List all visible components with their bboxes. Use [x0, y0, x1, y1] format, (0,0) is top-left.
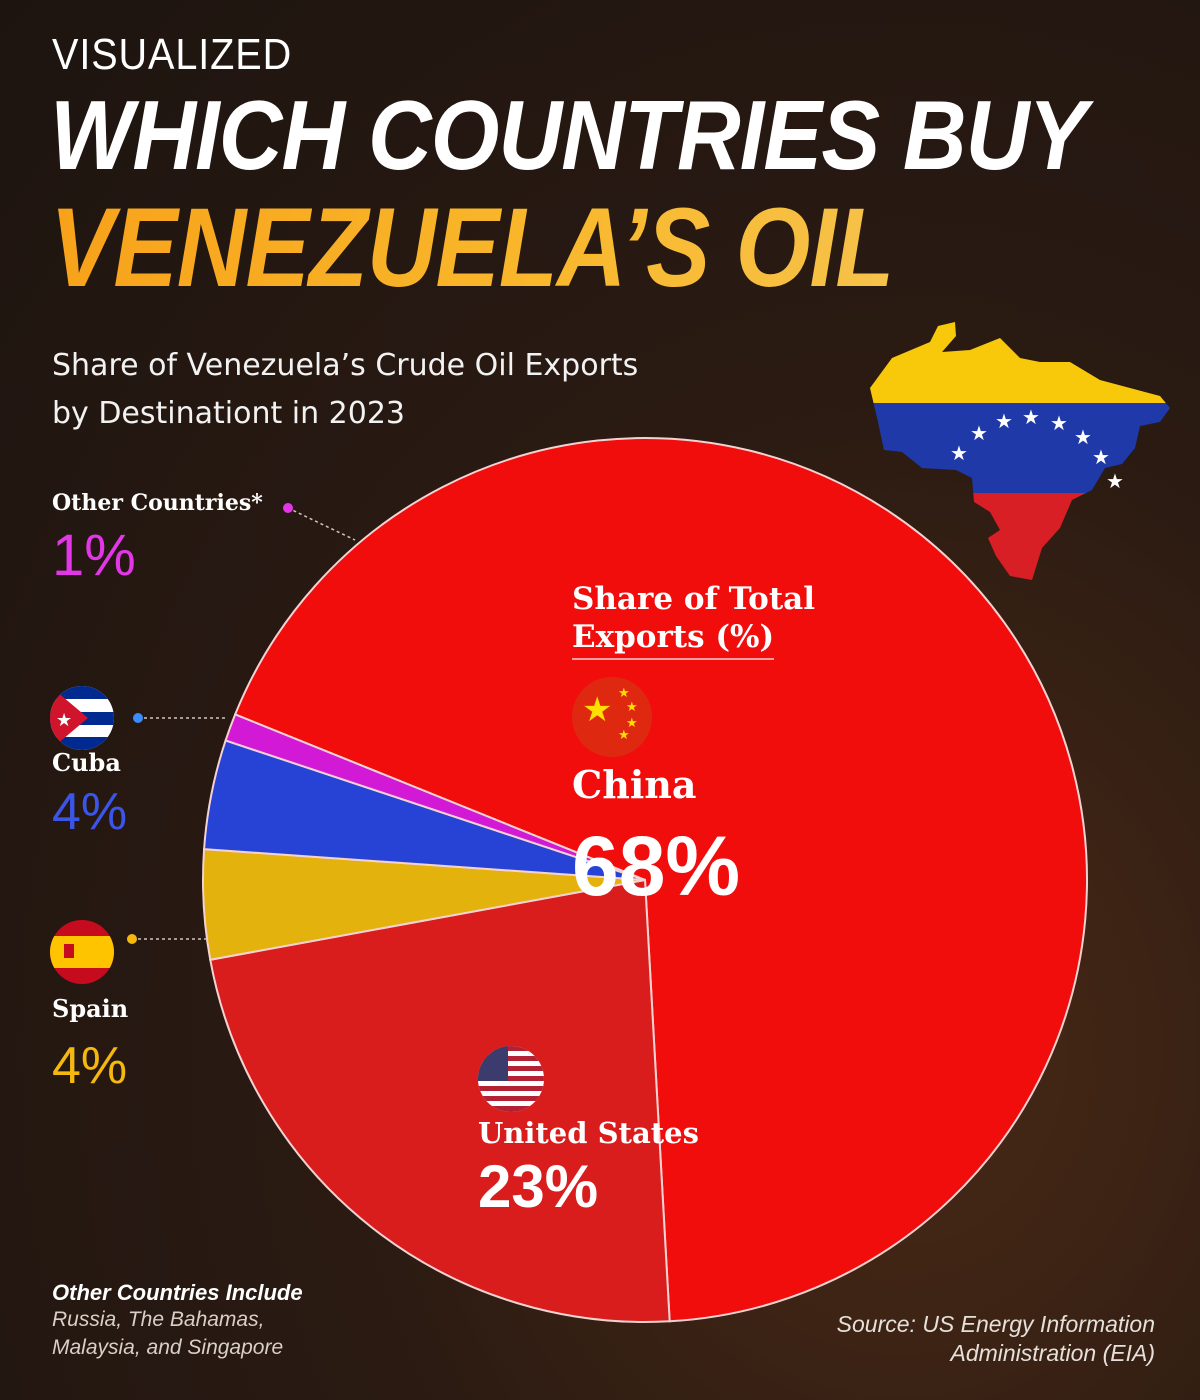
svg-text:★: ★: [56, 710, 72, 731]
source-line-2: Administration (EIA): [950, 1340, 1155, 1366]
china-flag-icon: ★ ★ ★ ★ ★: [572, 677, 652, 757]
slice-united-states: [209, 878, 671, 1323]
slice-china: [233, 436, 1088, 1323]
leader-spain-dot: [127, 934, 137, 944]
footnote-body: Russia, The Bahamas, Malaysia, and Singa…: [52, 1306, 352, 1362]
cuba-label: Cuba: [52, 748, 121, 777]
svg-text:★: ★: [1106, 469, 1124, 493]
svg-text:★: ★: [618, 728, 630, 743]
slice-other-countries: [224, 713, 646, 881]
svg-text:★: ★: [626, 700, 638, 715]
leader-other: [287, 507, 356, 541]
leader-other-dot: [283, 503, 293, 513]
footnote-title: Other Countries Include: [52, 1280, 303, 1305]
svg-text:★: ★: [1074, 425, 1092, 449]
chart-title: Share of Total Exports (%): [572, 580, 832, 660]
title-line-1: WHICH COUNTRIES BUY: [50, 80, 1087, 190]
venezuela-stars: ★ ★ ★ ★ ★ ★ ★ ★: [950, 405, 1124, 493]
source-credit: Source: US Energy Information Administra…: [740, 1310, 1155, 1368]
eyebrow-label: VISUALIZED: [52, 30, 293, 79]
leader-lines: [127, 503, 356, 944]
china-value: 68%: [572, 819, 741, 913]
svg-text:★: ★: [618, 686, 630, 701]
subtitle: Share of Venezuela’s Crude Oil Exports b…: [52, 342, 772, 438]
spain-label: Spain: [52, 994, 129, 1023]
chart-title-line-1: Share of Total: [572, 581, 816, 617]
chart-title-line-2: Exports (%): [572, 618, 775, 660]
svg-text:★: ★: [950, 441, 968, 465]
other-countries-value: 1%: [52, 523, 136, 588]
source-line-1: Source: US Energy Information: [836, 1311, 1155, 1337]
spain-flag-icon: [50, 920, 114, 984]
svg-text:★: ★: [1022, 405, 1040, 429]
china-label: China: [572, 762, 697, 807]
cuba-flag-icon: ★: [50, 686, 114, 750]
leader-cuba-dot: [133, 713, 143, 723]
united-states-value: 23%: [478, 1153, 599, 1220]
subtitle-line-2: by Destinationt in 2023: [52, 396, 406, 431]
svg-text:★: ★: [1050, 411, 1068, 435]
other-countries-label: Other Countries*: [52, 490, 263, 516]
svg-text:★: ★: [626, 716, 638, 731]
svg-text:★: ★: [1092, 445, 1110, 469]
united-states-label: United States: [478, 1116, 699, 1150]
svg-text:★: ★: [995, 409, 1013, 433]
cuba-value: 4%: [52, 783, 128, 841]
svg-text:★: ★: [582, 690, 612, 730]
footnote-line-2: Malaysia, and Singapore: [52, 1336, 284, 1359]
usa-flag-icon: [478, 1046, 544, 1112]
footnote-line-1: Russia, The Bahamas,: [52, 1308, 265, 1331]
spain-value: 4%: [52, 1037, 128, 1095]
subtitle-line-1: Share of Venezuela’s Crude Oil Exports: [52, 348, 639, 383]
svg-text:★: ★: [970, 421, 988, 445]
title-line-2: VENEZUELA’S OIL: [50, 185, 894, 310]
pie-slices: [202, 436, 1088, 1323]
